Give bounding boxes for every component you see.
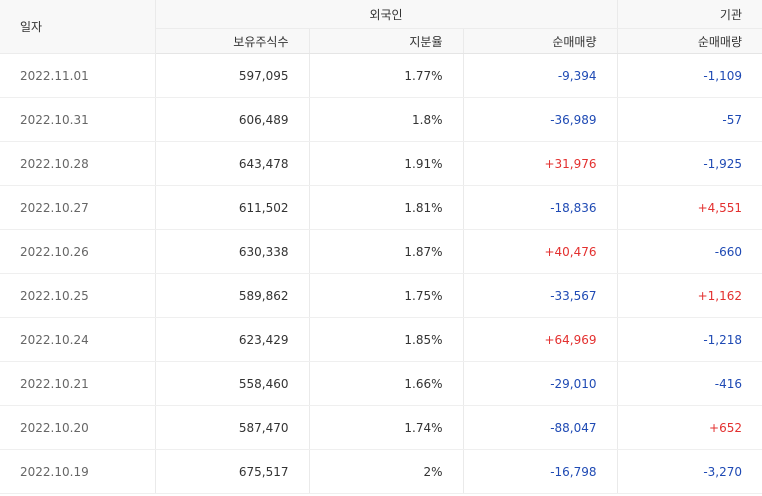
- date-cell: 2022.10.20: [0, 405, 156, 450]
- table-row: 2022.10.27 611,502 1.81% -18,836 +4,551: [0, 185, 762, 230]
- ownership-cell: 1.87%: [309, 229, 464, 274]
- date-cell: 2022.10.24: [0, 317, 156, 362]
- held-shares-cell: 643,478: [155, 141, 310, 186]
- ownership-cell: 1.81%: [309, 185, 464, 230]
- held-shares-cell: 597,095: [155, 53, 310, 98]
- held-shares-cell: 611,502: [155, 185, 310, 230]
- institution-net-cell: +652: [617, 405, 762, 450]
- institution-net-cell: -57: [617, 97, 762, 142]
- date-cell: 2022.10.21: [0, 361, 156, 406]
- column-group-foreign: 외국인: [155, 0, 618, 29]
- header-row-groups: 일자 외국인 기관: [0, 0, 762, 54]
- header-row-columns: 보유주식수 지분율 순매매량 순매매량: [0, 28, 762, 54]
- column-header-date: 일자: [0, 0, 156, 54]
- held-shares-cell: 589,862: [155, 273, 310, 318]
- table-row: 2022.10.31 606,489 1.8% -36,989 -57: [0, 97, 762, 142]
- table-row: 2022.10.26 630,338 1.87% +40,476 -660: [0, 229, 762, 274]
- foreign-net-cell: -88,047: [463, 405, 618, 450]
- table-header: 일자 외국인 기관 보유주식수 지분율 순매매량 순매매량: [0, 0, 762, 54]
- ownership-cell: 2%: [309, 449, 464, 494]
- date-cell: 2022.11.01: [0, 53, 156, 98]
- institution-net-cell: +4,551: [617, 185, 762, 230]
- institution-net-cell: -1,925: [617, 141, 762, 186]
- date-cell: 2022.10.31: [0, 97, 156, 142]
- ownership-cell: 1.66%: [309, 361, 464, 406]
- column-header-foreign-net: 순매매량: [463, 28, 618, 54]
- ownership-cell: 1.91%: [309, 141, 464, 186]
- date-cell: 2022.10.28: [0, 141, 156, 186]
- institution-net-cell: -660: [617, 229, 762, 274]
- foreign-net-cell: +40,476: [463, 229, 618, 274]
- foreign-net-cell: -36,989: [463, 97, 618, 142]
- date-cell: 2022.10.25: [0, 273, 156, 318]
- ownership-cell: 1.74%: [309, 405, 464, 450]
- column-header-institution-net: 순매매량: [617, 28, 762, 54]
- held-shares-cell: 558,460: [155, 361, 310, 406]
- ownership-cell: 1.8%: [309, 97, 464, 142]
- held-shares-cell: 587,470: [155, 405, 310, 450]
- institution-net-cell: -1,218: [617, 317, 762, 362]
- foreign-net-cell: +31,976: [463, 141, 618, 186]
- held-shares-cell: 630,338: [155, 229, 310, 274]
- ownership-cell: 1.85%: [309, 317, 464, 362]
- held-shares-cell: 675,517: [155, 449, 310, 494]
- foreign-net-cell: -9,394: [463, 53, 618, 98]
- institution-net-cell: +1,162: [617, 273, 762, 318]
- foreign-net-cell: -33,567: [463, 273, 618, 318]
- table-row: 2022.10.24 623,429 1.85% +64,969 -1,218: [0, 317, 762, 362]
- date-cell: 2022.10.19: [0, 449, 156, 494]
- institution-net-cell: -416: [617, 361, 762, 406]
- held-shares-cell: 623,429: [155, 317, 310, 362]
- column-group-institution: 기관: [617, 0, 762, 29]
- table-row: 2022.10.25 589,862 1.75% -33,567 +1,162: [0, 273, 762, 318]
- column-header-held-shares: 보유주식수: [155, 28, 310, 54]
- table-row: 2022.10.28 643,478 1.91% +31,976 -1,925: [0, 141, 762, 186]
- ownership-cell: 1.77%: [309, 53, 464, 98]
- foreign-net-cell: +64,969: [463, 317, 618, 362]
- table-row: 2022.10.20 587,470 1.74% -88,047 +652: [0, 405, 762, 450]
- foreign-net-cell: -18,836: [463, 185, 618, 230]
- foreign-net-cell: -29,010: [463, 361, 618, 406]
- date-cell: 2022.10.27: [0, 185, 156, 230]
- institution-net-cell: -1,109: [617, 53, 762, 98]
- held-shares-cell: 606,489: [155, 97, 310, 142]
- ownership-cell: 1.75%: [309, 273, 464, 318]
- date-cell: 2022.10.26: [0, 229, 156, 274]
- table-row: 2022.10.19 675,517 2% -16,798 -3,270: [0, 449, 762, 494]
- table-row: 2022.11.01 597,095 1.77% -9,394 -1,109: [0, 53, 762, 98]
- table-row: 2022.10.21 558,460 1.66% -29,010 -416: [0, 361, 762, 406]
- foreign-net-cell: -16,798: [463, 449, 618, 494]
- table-body: 2022.11.01 597,095 1.77% -9,394 -1,109 2022.1…: [0, 53, 762, 494]
- institution-net-cell: -3,270: [617, 449, 762, 494]
- column-header-ownership: 지분율: [309, 28, 464, 54]
